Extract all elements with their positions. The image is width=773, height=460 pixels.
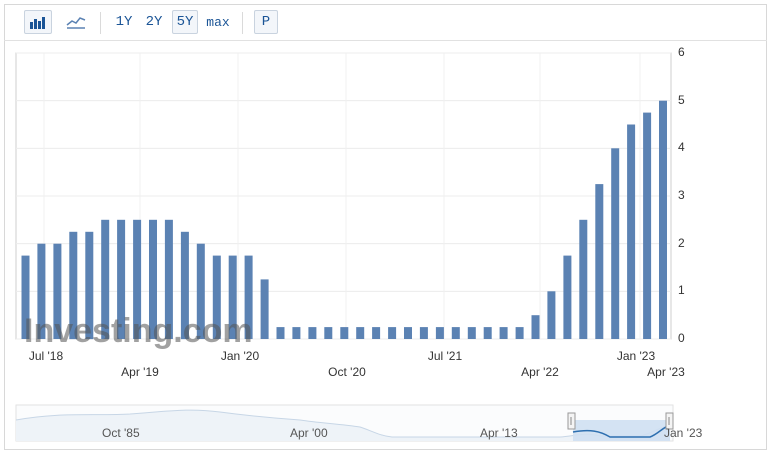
bar[interactable] bbox=[435, 327, 444, 339]
bar[interactable] bbox=[372, 327, 381, 339]
x-tick-label: Jul '18 bbox=[28, 349, 64, 363]
period-button[interactable]: P bbox=[254, 10, 278, 34]
toolbar-separator bbox=[242, 12, 243, 34]
bar[interactable] bbox=[212, 255, 221, 339]
bar[interactable] bbox=[531, 315, 540, 339]
bar[interactable] bbox=[659, 100, 667, 339]
bar[interactable] bbox=[180, 231, 189, 340]
line-chart-icon bbox=[66, 17, 86, 29]
bar[interactable] bbox=[276, 327, 285, 339]
bar[interactable] bbox=[85, 231, 94, 340]
y-tick-label: 3 bbox=[678, 188, 685, 202]
y-tick-label: 4 bbox=[678, 140, 685, 155]
bar[interactable] bbox=[260, 279, 269, 339]
x-tick-label: Jul '21 bbox=[427, 349, 463, 363]
x-tick-label: Jan '23 bbox=[616, 349, 656, 363]
bar[interactable] bbox=[196, 243, 205, 339]
navigator-label: Apr '00 bbox=[290, 426, 328, 440]
bar[interactable] bbox=[228, 255, 237, 339]
navigator-label: Jan '23 bbox=[664, 426, 703, 440]
x-tick-label: Apr '22 bbox=[521, 365, 559, 379]
bar[interactable] bbox=[324, 327, 333, 339]
range-1y-button[interactable]: 1Y bbox=[115, 14, 133, 30]
bar[interactable] bbox=[467, 327, 476, 339]
y-tick-label: 2 bbox=[678, 235, 685, 250]
bar[interactable] bbox=[37, 243, 46, 339]
bar[interactable] bbox=[483, 327, 492, 339]
bar[interactable] bbox=[499, 327, 508, 339]
bar[interactable] bbox=[101, 219, 110, 339]
y-tick-label: 6 bbox=[678, 45, 685, 59]
toolbar-separator bbox=[100, 12, 101, 34]
bar[interactable] bbox=[611, 148, 620, 339]
bar[interactable] bbox=[356, 327, 365, 339]
range-max-button[interactable]: max bbox=[206, 14, 230, 30]
bar[interactable] bbox=[149, 219, 157, 339]
bar[interactable] bbox=[69, 231, 78, 340]
bar-chart-icon bbox=[30, 17, 45, 29]
line-chart-button[interactable] bbox=[62, 10, 90, 34]
x-tick-label: Oct '20 bbox=[328, 365, 366, 379]
bar[interactable] bbox=[21, 255, 30, 339]
range-2y-button[interactable]: 2Y bbox=[145, 14, 163, 30]
bar[interactable] bbox=[419, 327, 428, 339]
bar[interactable] bbox=[292, 327, 301, 339]
y-tick-label: 5 bbox=[678, 92, 685, 107]
bar[interactable] bbox=[563, 255, 572, 339]
bar[interactable] bbox=[595, 184, 604, 339]
y-tick-label: 0 bbox=[678, 331, 685, 345]
toolbar-divider bbox=[4, 40, 767, 41]
navigator-label: Oct '85 bbox=[102, 426, 140, 440]
bar[interactable] bbox=[451, 327, 460, 339]
bar[interactable] bbox=[133, 219, 142, 339]
bar-chart-button[interactable] bbox=[24, 10, 52, 34]
x-tick-label: Apr '23 bbox=[647, 365, 685, 379]
x-tick-label: Jan '20 bbox=[220, 349, 260, 363]
bar[interactable] bbox=[164, 219, 173, 339]
bar[interactable] bbox=[117, 219, 126, 339]
bar[interactable] bbox=[515, 327, 524, 339]
x-tick-label: Apr '19 bbox=[121, 365, 159, 379]
investing-watermark: Investing.com bbox=[24, 312, 253, 350]
bar[interactable] bbox=[404, 327, 412, 339]
bar[interactable] bbox=[547, 291, 556, 339]
bar[interactable] bbox=[579, 219, 588, 339]
navigator-label: Apr '13 bbox=[480, 426, 518, 440]
bar[interactable] bbox=[643, 112, 652, 339]
y-tick-label: 1 bbox=[678, 283, 685, 298]
bar[interactable] bbox=[308, 327, 317, 339]
range-5y-button[interactable]: 5Y bbox=[172, 10, 198, 34]
bar[interactable] bbox=[388, 327, 397, 339]
bar[interactable] bbox=[53, 243, 62, 339]
bar[interactable] bbox=[627, 124, 636, 340]
bar[interactable] bbox=[340, 327, 349, 339]
bar[interactable] bbox=[244, 255, 253, 339]
